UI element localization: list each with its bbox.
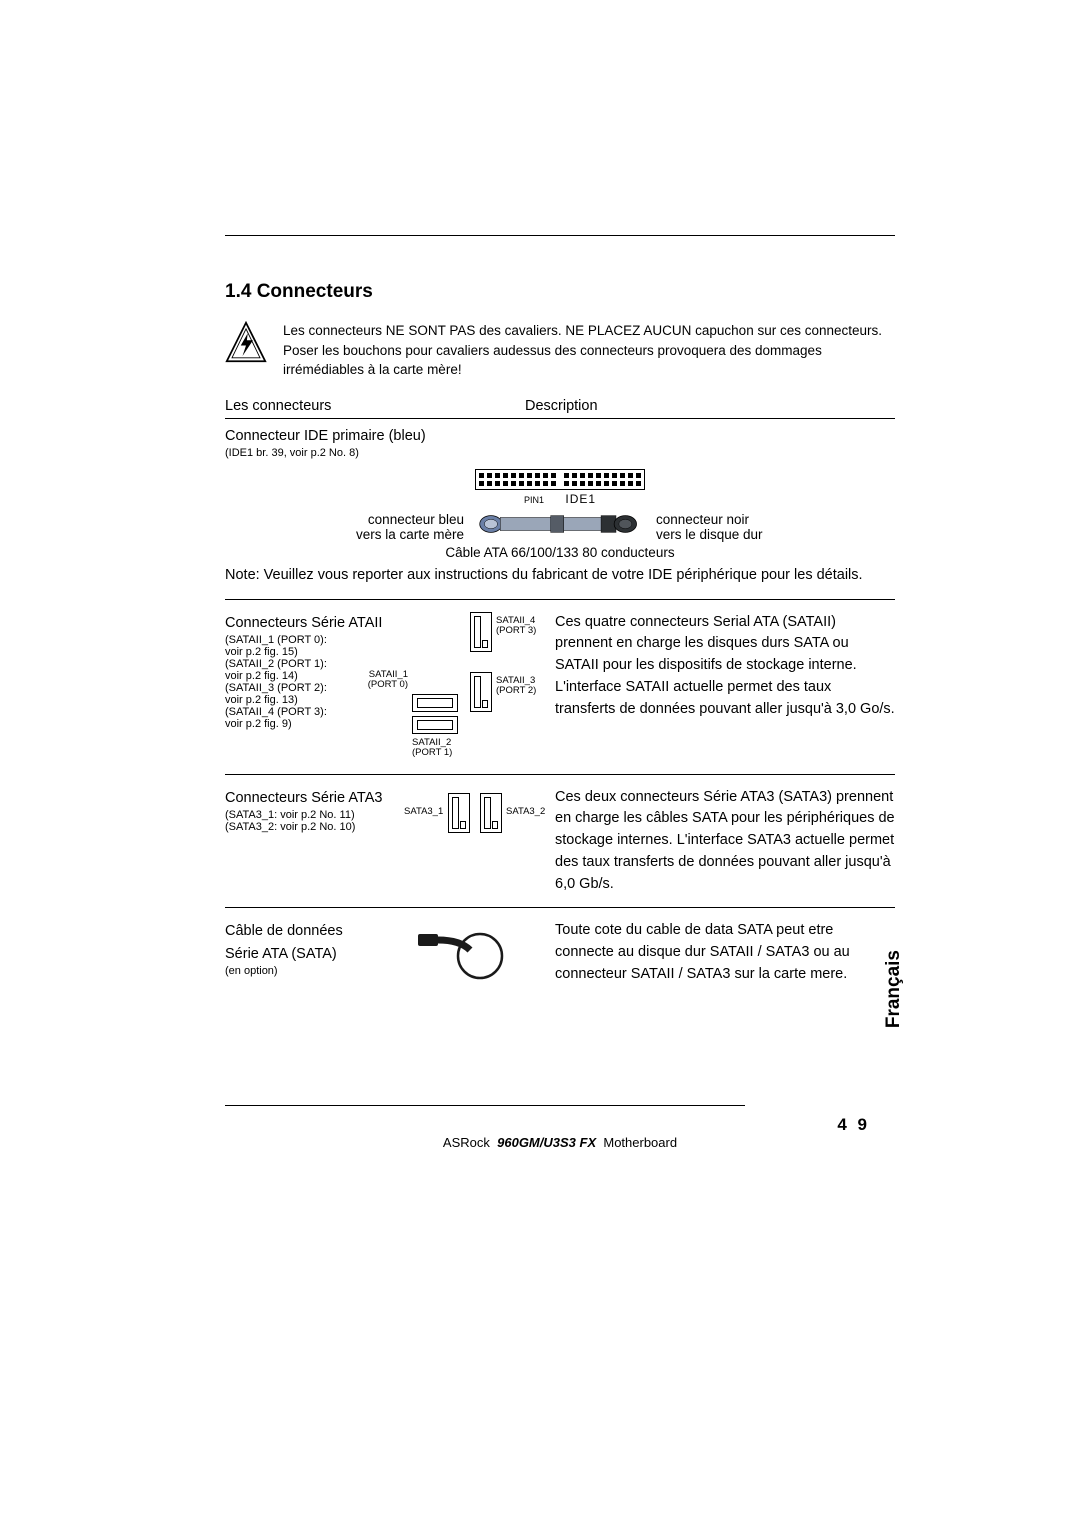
ide-cable-row: connecteur bleu vers la carte mère conne… (225, 510, 895, 543)
ide-cable-icon (470, 510, 650, 543)
footer-text: ASRock 960GM/U3S3 FX Motherboard (225, 1135, 895, 1150)
lbl-s1: SATAII_1 (369, 669, 408, 680)
cable-title2: Série ATA (SATA) (225, 943, 400, 965)
sataii-ref-5: voir p.2 fig. 13) (225, 694, 400, 706)
warning-text: Les connecteurs NE SONT PAS des cavalier… (283, 321, 895, 380)
cable-desc: Toute cote du cable de data SATA peut et… (555, 920, 895, 985)
ide-figure: PIN1 IDE1 (225, 465, 895, 506)
cable-figure (410, 920, 545, 980)
ide1-label: IDE1 (565, 492, 596, 506)
divider-2 (225, 774, 895, 775)
warning-icon (225, 321, 267, 363)
footer-rule (225, 1105, 745, 1106)
ide-right-bot: vers le disque dur (656, 527, 810, 542)
sata3-title: Connecteurs Série ATA3 (225, 787, 400, 809)
page-number: 4 9 (837, 1115, 870, 1135)
cable-title1: Câble de données (225, 920, 400, 942)
sataii-desc: Ces quatre connecteurs Serial ATA (SATAI… (555, 612, 895, 762)
sata3-lbl-right: SATA3_2 (506, 807, 545, 817)
ide-section: Connecteur IDE primaire (bleu) (IDE1 br.… (225, 425, 895, 587)
lbl-s4: SATAII_4 (496, 615, 535, 626)
ide-title: Connecteur IDE primaire (bleu) (225, 425, 895, 447)
sata3-section: Connecteurs Série ATA3 (SATA3_1: voir p.… (225, 787, 895, 896)
lbl-p0: (PORT 0) (368, 679, 408, 690)
top-rule (225, 235, 895, 236)
lbl-s2: SATAII_2 (412, 737, 451, 748)
sata3-ref-0: (SATA3_1: voir p.2 No. 11) (225, 809, 400, 821)
table-header: Les connecteurs Description (225, 398, 895, 419)
section-title: 1.4 Connecteurs (225, 281, 895, 303)
sata3-desc: Ces deux connecteurs Série ATA3 (SATA3) … (555, 787, 895, 896)
ide-left-top: connecteur bleu (310, 512, 464, 527)
lbl-p2: (PORT 2) (496, 685, 536, 696)
page-content: 1.4 Connecteurs Les connecteurs NE SONT … (225, 235, 895, 986)
sataii-ref-0: (SATAII_1 (PORT 0): (225, 634, 400, 646)
ide-note: Note: Veuillez vous reporter aux instruc… (225, 564, 895, 586)
sataii-section: Connecteurs Série ATAII (SATAII_1 (PORT … (225, 612, 895, 762)
sata3-ref-1: (SATA3_2: voir p.2 No. 10) (225, 821, 400, 833)
sataii-ref-7: voir p.2 fig. 9) (225, 718, 400, 730)
footer-tail: Motherboard (603, 1135, 677, 1150)
sataii-title: Connecteurs Série ATAII (225, 612, 400, 634)
ide-ref: (IDE1 br. 39, voir p.2 No. 8) (225, 447, 895, 459)
ide-right-top: connecteur noir (656, 512, 810, 527)
header-left: Les connecteurs (225, 398, 525, 414)
lbl-p3: (PORT 3) (496, 625, 536, 636)
lbl-p1: (PORT 1) (412, 747, 452, 758)
sata3-figure: SATA3_1 SATA3_2 (410, 787, 545, 847)
sataii-figure: SATAII_4 (PORT 3) SATAII_3 (PORT 2) SATA… (410, 612, 545, 762)
footer-brand: ASRock (443, 1135, 490, 1150)
lbl-s3: SATAII_3 (496, 675, 535, 686)
sata3-lbl-left: SATA3_1 (404, 807, 443, 817)
cable-ref: (en option) (225, 965, 400, 977)
divider-1 (225, 599, 895, 600)
sataii-ref-6: (SATAII_4 (PORT 3): (225, 706, 400, 718)
ide-cable-caption: Câble ATA 66/100/133 80 conducteurs (225, 545, 895, 560)
footer-model: 960GM/U3S3 FX (497, 1135, 596, 1150)
divider-3 (225, 907, 895, 908)
language-tab: Français (883, 950, 905, 1028)
cable-section: Câble de données Série ATA (SATA) (en op… (225, 920, 895, 985)
ide-left-bot: vers la carte mère (310, 527, 464, 542)
warning-block: Les connecteurs NE SONT PAS des cavalier… (225, 321, 895, 380)
sataii-ref-1: voir p.2 fig. 15) (225, 646, 400, 658)
pin1-label: PIN1 (524, 495, 544, 505)
header-right: Description (525, 398, 895, 414)
